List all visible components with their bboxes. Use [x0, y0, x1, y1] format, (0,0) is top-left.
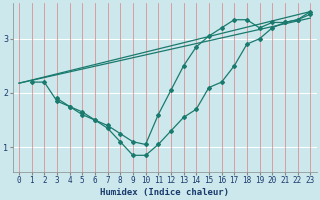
X-axis label: Humidex (Indice chaleur): Humidex (Indice chaleur): [100, 188, 229, 197]
